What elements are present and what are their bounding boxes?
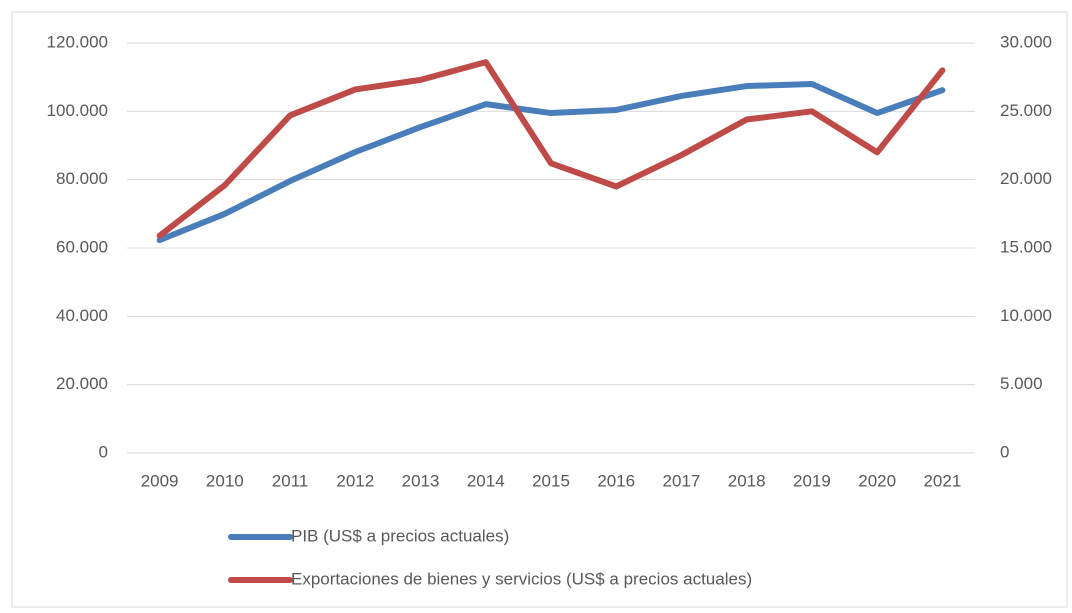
legend-label: Exportaciones de bienes y servicios (US$… bbox=[291, 569, 752, 588]
y-tick-label: 0 bbox=[99, 442, 108, 461]
x-tick-label: 2012 bbox=[336, 471, 374, 490]
x-tick-label: 2010 bbox=[206, 471, 244, 490]
y2-tick-label: 0 bbox=[1000, 442, 1009, 461]
y2-tick-label: 5.000 bbox=[1000, 374, 1043, 393]
x-tick-label: 2009 bbox=[141, 471, 179, 490]
y-tick-label: 60.000 bbox=[56, 237, 108, 256]
legend-label: PIB (US$ a precios actuales) bbox=[291, 526, 509, 545]
x-tick-label: 2011 bbox=[272, 471, 309, 490]
x-tick-label: 2020 bbox=[858, 471, 896, 490]
y-tick-label: 40.000 bbox=[56, 306, 108, 325]
x-tick-label: 2018 bbox=[728, 471, 766, 490]
x-tick-label: 2016 bbox=[597, 471, 635, 490]
y-tick-label: 120.000 bbox=[47, 32, 108, 51]
y-tick-label: 80.000 bbox=[56, 169, 108, 188]
y2-tick-label: 30.000 bbox=[1000, 32, 1052, 51]
y2-tick-label: 20.000 bbox=[1000, 169, 1052, 188]
x-tick-label: 2017 bbox=[663, 471, 701, 490]
line-series bbox=[156, 81, 946, 244]
y2-tick-label: 25.000 bbox=[1000, 101, 1052, 120]
x-tick-label: 2015 bbox=[532, 471, 570, 490]
x-tick-label: 2014 bbox=[467, 471, 505, 490]
y2-tick-label: 10.000 bbox=[1000, 306, 1052, 325]
x-tick-label: 2019 bbox=[793, 471, 831, 490]
x-tick-label: 2013 bbox=[402, 471, 440, 490]
y-tick-label: 20.000 bbox=[56, 374, 108, 393]
y-tick-label: 100.000 bbox=[47, 101, 108, 120]
y2-tick-label: 15.000 bbox=[1000, 237, 1052, 256]
x-tick-label: 2021 bbox=[923, 471, 961, 490]
line-series bbox=[156, 59, 946, 239]
